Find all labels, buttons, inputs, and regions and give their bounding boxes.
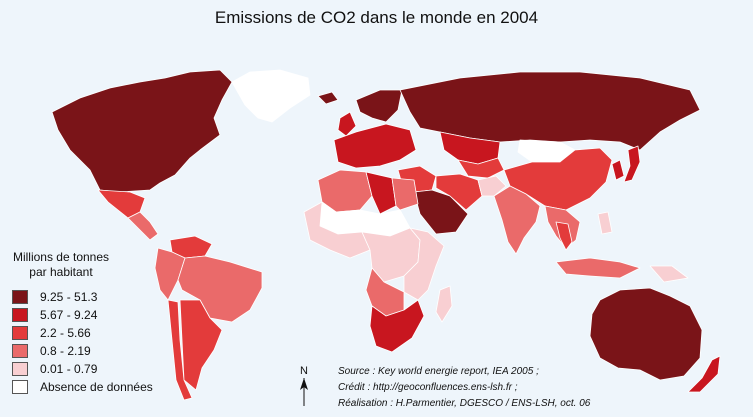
region-philippines	[597, 211, 613, 235]
legend: Millions de tonnes par habitant 9.25 - 5…	[6, 250, 156, 396]
credits-source: Source : Key world energie report, IEA 2…	[338, 366, 539, 377]
legend-swatch	[12, 362, 28, 376]
legend-swatch	[12, 308, 28, 322]
legend-item: 5.67 - 9.24	[12, 306, 156, 324]
credits-credit: Crédit : http://geoconfluences.ens-lsh.f…	[338, 382, 518, 393]
region-western-europe	[333, 123, 417, 169]
region-afghanistan	[477, 175, 507, 197]
legend-swatch	[12, 326, 28, 340]
region-indonesia	[555, 257, 641, 279]
region-papua	[649, 265, 689, 283]
region-south-africa	[369, 299, 425, 353]
legend-item: 2.2 - 5.66	[12, 324, 156, 342]
region-uk	[337, 111, 357, 137]
legend-swatch	[12, 290, 28, 304]
region-northern-europe	[355, 89, 403, 123]
legend-swatch	[12, 344, 28, 358]
region-egypt	[391, 177, 419, 211]
region-saudi-arabia	[413, 189, 469, 235]
region-argentina	[179, 299, 223, 391]
region-central-america	[127, 211, 159, 241]
legend-label: 0.01 - 0.79	[40, 362, 98, 376]
region-iran	[435, 173, 483, 211]
region-brazil	[177, 255, 263, 323]
legend-label: 0.8 - 2.19	[40, 344, 91, 358]
north-arrow-icon: N	[300, 365, 308, 406]
region-south-america	[154, 247, 186, 301]
region-north-america	[51, 69, 233, 193]
legend-item: 9.25 - 51.3	[12, 288, 156, 306]
region-chile	[167, 299, 193, 401]
map-title: Emissions de CO2 dans le monde en 2004	[214, 8, 539, 27]
north-label: N	[300, 365, 308, 377]
legend-label: Absence de données	[40, 380, 153, 394]
credits: Source : Key world energie report, IEA 2…	[338, 364, 590, 412]
legend-swatch	[12, 380, 28, 394]
region-iceland	[317, 91, 339, 105]
legend-rows: 9.25 - 51.3 5.67 - 9.24 2.2 - 5.66 0.8 - 2.…	[6, 288, 156, 396]
region-korea	[611, 159, 625, 181]
region-australia	[589, 287, 703, 381]
legend-label: 5.67 - 9.24	[40, 308, 98, 322]
legend-item: 0.01 - 0.79	[12, 360, 156, 378]
region-libya	[365, 171, 397, 215]
legend-label: 9.25 - 51.3	[40, 290, 98, 304]
legend-item: Absence de données	[12, 378, 156, 396]
credits-realisation: Réalisation : H.Parmentier, DGESCO / ENS…	[338, 398, 591, 409]
region-india	[493, 185, 541, 255]
region-new-zealand	[687, 355, 721, 393]
legend-item: 0.8 - 2.19	[12, 342, 156, 360]
legend-label: 2.2 - 5.66	[40, 326, 91, 340]
region-madagascar	[435, 285, 453, 323]
region-thailand	[555, 221, 573, 251]
region-japan	[623, 145, 641, 183]
legend-title: Millions de tonnes par habitant	[12, 250, 110, 279]
region-greenland	[231, 69, 311, 123]
